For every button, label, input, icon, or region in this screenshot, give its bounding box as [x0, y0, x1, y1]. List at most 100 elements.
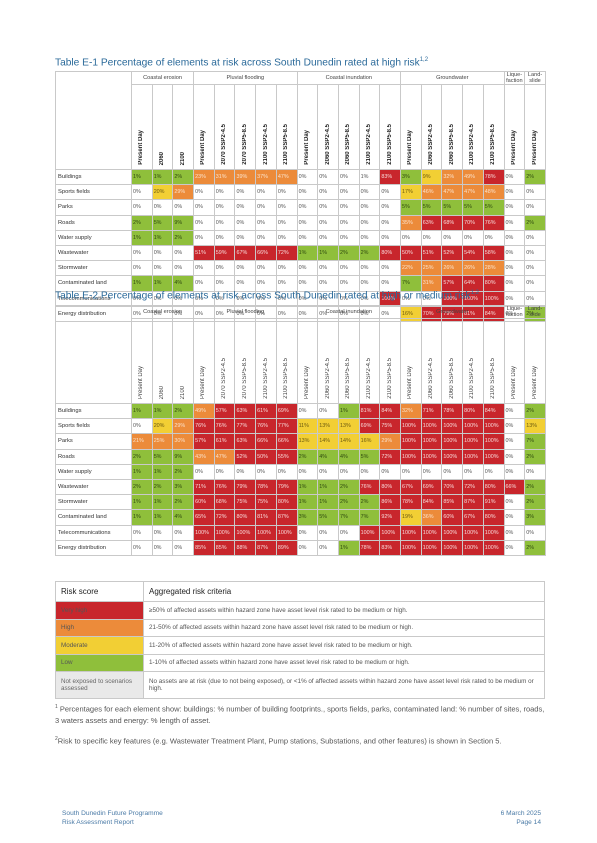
scenario-label: 2060 SSP2-4.5 [428, 124, 435, 165]
scenario-header: Present Day [296, 318, 319, 404]
risk-cell: 0% [503, 290, 526, 307]
risk-cell: 0% [379, 260, 402, 277]
corner-cell [55, 305, 132, 404]
risk-cell: 100% [400, 418, 422, 435]
risk-cell: 32% [400, 402, 422, 420]
group-header: Coastal erosion [130, 305, 195, 319]
risk-cell: 0% [234, 260, 257, 277]
risk-cell: 77% [275, 418, 298, 435]
risk-cell: 0% [503, 260, 526, 277]
scenario-header: 2060 SSP2-4.5 [420, 318, 443, 404]
scenario-label: 2100 SSP2-4.5 [469, 358, 476, 399]
scenario-label: Present Day [200, 365, 207, 399]
risk-cell: 68% [213, 494, 236, 511]
risk-cell: 1% [151, 275, 174, 292]
risk-cell: 100% [482, 539, 505, 556]
risk-cell: 3% [172, 478, 195, 496]
risk-cell: 63% [420, 214, 443, 231]
risk-cell: 4% [172, 275, 195, 292]
risk-cell: 0% [317, 214, 339, 231]
table-row: Energy distribution 0% 0% 0% 85% 85% 88% 87% 89%… [55, 539, 546, 556]
table-row: Buildings 1% 1% 2% 23% 31% 39% 37% 47% 0% 0% 0% 1% 83… [55, 168, 546, 186]
scenario-header: 2060 SSP2-4.5 [317, 318, 339, 404]
risk-cell: 89% [275, 539, 298, 556]
row-label: Sports fields [55, 418, 132, 435]
risk-cell: 0% [151, 539, 174, 556]
footer-programme: South Dunedin Future Programme [62, 810, 163, 817]
risk-cell: 2% [131, 448, 153, 465]
scenario-header: 2100 SSP2-4.5 [255, 318, 277, 404]
risk-cell: 72% [379, 448, 402, 465]
risk-cell: 1% [151, 463, 174, 480]
footnote-1: 1 Percentages for each element show: bui… [55, 704, 545, 725]
table-row: Water supply 1% 1% 2% 0% 0% 0% 0% 0% 0% 0% 0% 0% 0% 0%… [55, 229, 546, 246]
scenario-header: 2100 [172, 318, 195, 404]
risk-cell: 17% [400, 184, 422, 201]
risk-cell: 100% [482, 524, 505, 541]
scenario-header: 2100 SSP2-4.5 [358, 84, 381, 170]
risk-cell: 26% [441, 260, 464, 277]
risk-cell: 14% [337, 433, 360, 450]
risk-cell: 0% [358, 275, 381, 292]
risk-cell: 100% [255, 524, 277, 541]
scenario-label: 2070 SSP5-8.5 [241, 358, 248, 399]
risk-cell: 0% [275, 275, 298, 292]
group-header: Groundwater [400, 305, 505, 319]
risk-cell: 0% [482, 229, 505, 246]
risk-cell: 58% [482, 244, 505, 262]
risk-cell: 60% [193, 494, 215, 511]
risk-cell: 100% [462, 524, 484, 541]
risk-cell: 0% [337, 229, 360, 246]
table-row: Telecommunications 0% 0% 0% 100% 100% 100% 100%… [55, 524, 546, 541]
risk-cell: 81% [255, 509, 277, 526]
risk-cell: 2% [524, 478, 546, 496]
risk-cell: 100% [420, 448, 443, 465]
risk-cell: 0% [213, 463, 236, 480]
scenario-header: Present Day [503, 84, 526, 170]
risk-cell: 0% [151, 199, 174, 216]
table-row: Wastewater 0% 0% 0% 51% 59% 67% 66% 72% 1% 1% 2% 2% 8… [55, 244, 546, 262]
risk-cell: 80% [379, 478, 402, 496]
risk-cell: 0% [358, 229, 381, 246]
risk-cell: 76% [213, 478, 236, 496]
scenario-header: 2060 SSP2-4.5 [420, 84, 443, 170]
risk-cell: 1% [151, 509, 174, 526]
risk-cell: 66% [255, 433, 277, 450]
risk-cell: 37% [255, 168, 277, 186]
risk-cell: 0% [296, 214, 319, 231]
risk-cell: 0% [503, 229, 526, 246]
risk-cell: 84% [379, 402, 402, 420]
legend-score: Not exposed to scenarios assessed [55, 671, 144, 699]
risk-cell: 5% [420, 199, 443, 216]
risk-cell: 85% [193, 539, 215, 556]
scenario-header: Present Day [296, 84, 319, 170]
risk-cell: 80% [482, 509, 505, 526]
risk-cell: 0% [131, 199, 153, 216]
risk-cell: 69% [275, 402, 298, 420]
risk-cell: 5% [482, 199, 505, 216]
risk-cell: 2% [337, 244, 360, 262]
scenario-label: 2100 [179, 151, 186, 165]
risk-cell: 2% [172, 402, 195, 420]
scenario-label: 2060 SSP5-8.5 [448, 124, 455, 165]
risk-cell: 0% [524, 199, 546, 216]
scenario-header: 2100 SSP5-8.5 [379, 318, 402, 404]
risk-cell: 0% [296, 524, 319, 541]
risk-cell: 100% [441, 524, 464, 541]
risk-cell: 4% [317, 448, 339, 465]
risk-cell: 0% [379, 275, 402, 292]
risk-cell: 0% [337, 199, 360, 216]
risk-cell: 87% [462, 494, 484, 511]
risk-cell: 100% [379, 290, 402, 307]
risk-cell: 2% [337, 494, 360, 511]
risk-cell: 0% [420, 229, 443, 246]
risk-cell: 0% [503, 402, 526, 420]
row-label: Roads [55, 448, 132, 465]
risk-cell: 0% [172, 539, 195, 556]
risk-cell: 22% [400, 260, 422, 277]
risk-cell: 0% [503, 275, 526, 292]
risk-cell: 0% [503, 214, 526, 231]
risk-cell: 0% [524, 463, 546, 480]
table-row: Wastewater 2% 2% 3% 71% 76% 79% 78% 79% 1% 1% 2% 76%… [55, 478, 546, 496]
risk-cell: 0% [337, 184, 360, 201]
